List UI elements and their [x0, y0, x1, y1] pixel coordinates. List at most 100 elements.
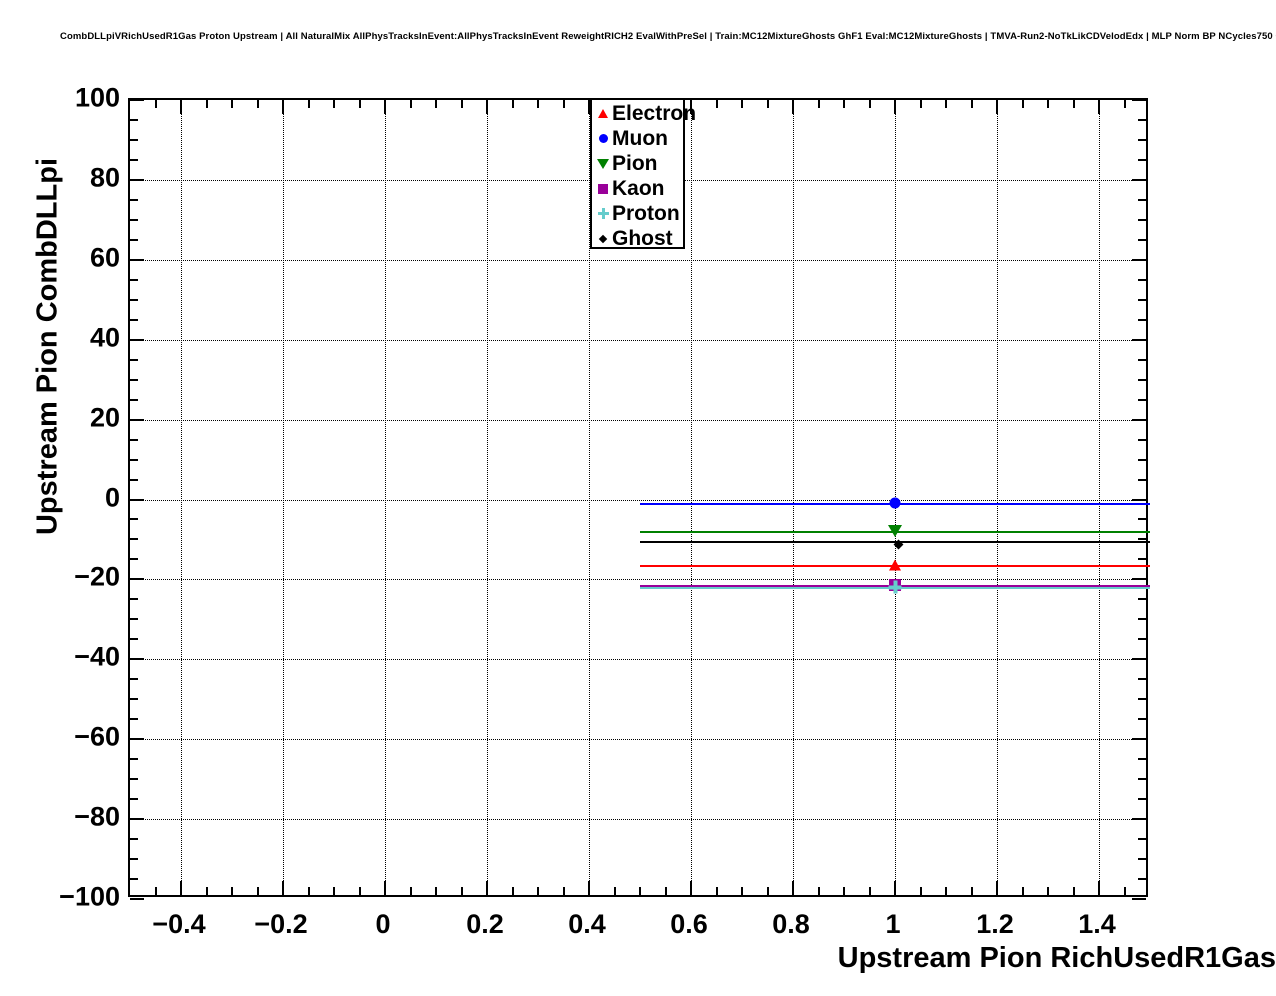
x-axis-tick [1047, 887, 1049, 895]
x-axis-tick [409, 887, 412, 895]
legend-marker-glyph [598, 183, 608, 194]
y-axis-tick [130, 758, 138, 761]
y-axis-tick [130, 318, 138, 321]
y-axis-tick [1138, 638, 1146, 641]
x-axis-tick [282, 100, 284, 114]
x-axis-tick [715, 887, 718, 895]
x-axis-tick [154, 100, 157, 108]
x-axis-tick [486, 881, 488, 895]
y-axis-tick [1132, 498, 1146, 501]
x-axis-tick [460, 100, 463, 108]
y-axis-tick [1138, 758, 1146, 761]
y-axis-tick [130, 838, 138, 841]
legend-entry-proton[interactable]: Proton [592, 201, 683, 226]
x-tick-label: −0.2 [254, 909, 308, 939]
y-axis-tick [1138, 858, 1146, 861]
triangle-down-icon [595, 154, 611, 174]
x-axis-tick [307, 887, 310, 895]
legend-entry-pion[interactable]: Pion [592, 151, 683, 176]
y-axis-tick [1132, 99, 1146, 101]
gridline-horizontal [130, 259, 1146, 261]
x-axis-title: Upstream Pion RichUsedR1Gas [837, 942, 1276, 974]
gridline-vertical [283, 100, 284, 895]
y-axis-tick [1138, 558, 1146, 561]
circle-icon [595, 129, 611, 149]
legend-entry-electron[interactable]: Electron [592, 101, 696, 126]
x-axis-tick [511, 100, 514, 108]
y-axis-tick [1138, 398, 1146, 401]
y-axis-tick [130, 798, 138, 801]
y-axis-tick [1138, 538, 1146, 541]
x-axis-tick [970, 887, 973, 895]
y-axis-tick [130, 118, 138, 121]
gridline-horizontal [130, 659, 1146, 661]
gridline-vertical [895, 100, 896, 895]
x-axis-tick [358, 100, 361, 108]
legend-entry-kaon[interactable]: Kaon [592, 176, 683, 201]
x-axis-tick [894, 881, 896, 895]
y-axis-tick [130, 438, 138, 441]
x-axis-tick [1123, 887, 1126, 895]
y-axis-tick [1138, 198, 1146, 201]
y-axis-tick [1138, 518, 1146, 521]
legend-entry-muon[interactable]: Muon [592, 126, 683, 151]
y-axis-tick [130, 818, 144, 821]
y-axis-tick [130, 558, 138, 561]
x-axis-tick [690, 881, 692, 895]
x-axis-tick [945, 887, 947, 895]
y-tick-label: 80 [89, 162, 120, 193]
y-tick-label: −80 [74, 801, 120, 832]
x-axis-tick [741, 887, 743, 895]
y-tick-label: −40 [74, 641, 120, 672]
x-axis-tick [282, 881, 284, 895]
y-axis-tick [1138, 878, 1146, 881]
y-axis-tick [130, 718, 138, 721]
y-axis-tick [130, 578, 144, 581]
x-axis-tick [435, 100, 437, 108]
x-axis-tick [715, 100, 718, 108]
y-axis-tick [130, 478, 138, 481]
y-axis-tick [130, 618, 138, 621]
y-axis-tick [130, 518, 138, 521]
legend-box[interactable]: Electron Muon Pion Kaon Proton Ghost [590, 98, 696, 251]
x-axis-tick [690, 100, 692, 114]
y-axis-tick [1138, 478, 1146, 481]
y-tick-label: −20 [74, 561, 120, 592]
y-tick-label: 40 [89, 322, 120, 353]
y-axis-tick [1138, 318, 1146, 321]
y-axis-tick [130, 698, 138, 701]
data-marker-proton [888, 580, 902, 594]
x-axis-tick [180, 100, 182, 114]
gridline-vertical [181, 100, 182, 895]
legend-marker-glyph [597, 158, 609, 169]
x-axis-tick [843, 887, 845, 895]
gridline-horizontal [130, 419, 1146, 421]
y-axis-tick [130, 738, 144, 741]
y-axis-tick [130, 358, 138, 361]
x-axis-tick [868, 887, 871, 895]
x-axis-tick [588, 881, 590, 895]
y-axis-tick [130, 158, 138, 161]
y-axis-tick [130, 778, 138, 781]
y-axis-tick [1132, 418, 1146, 421]
y-tick-label: −100 [59, 881, 120, 912]
x-axis-tick [792, 881, 794, 895]
x-axis-tick [435, 887, 437, 895]
y-axis-tick [1138, 598, 1146, 601]
x-axis-tick [996, 100, 998, 114]
x-axis-tick [996, 881, 998, 895]
x-axis-tick [537, 887, 539, 895]
x-axis-tick [231, 100, 233, 108]
x-tick-label: 0.8 [772, 909, 810, 939]
zero-reference-line [130, 499, 1146, 501]
gridline-vertical [691, 100, 692, 895]
x-axis-tick [562, 887, 565, 895]
x-axis-tick [664, 887, 667, 895]
y-axis-tick [1138, 618, 1146, 621]
x-axis-tick [205, 887, 208, 895]
legend-entry-ghost[interactable]: Ghost [592, 226, 683, 251]
y-axis-tick [130, 238, 138, 241]
x-axis-tick [1098, 100, 1100, 114]
gridline-horizontal [130, 739, 1146, 741]
gridline-vertical [487, 100, 488, 895]
